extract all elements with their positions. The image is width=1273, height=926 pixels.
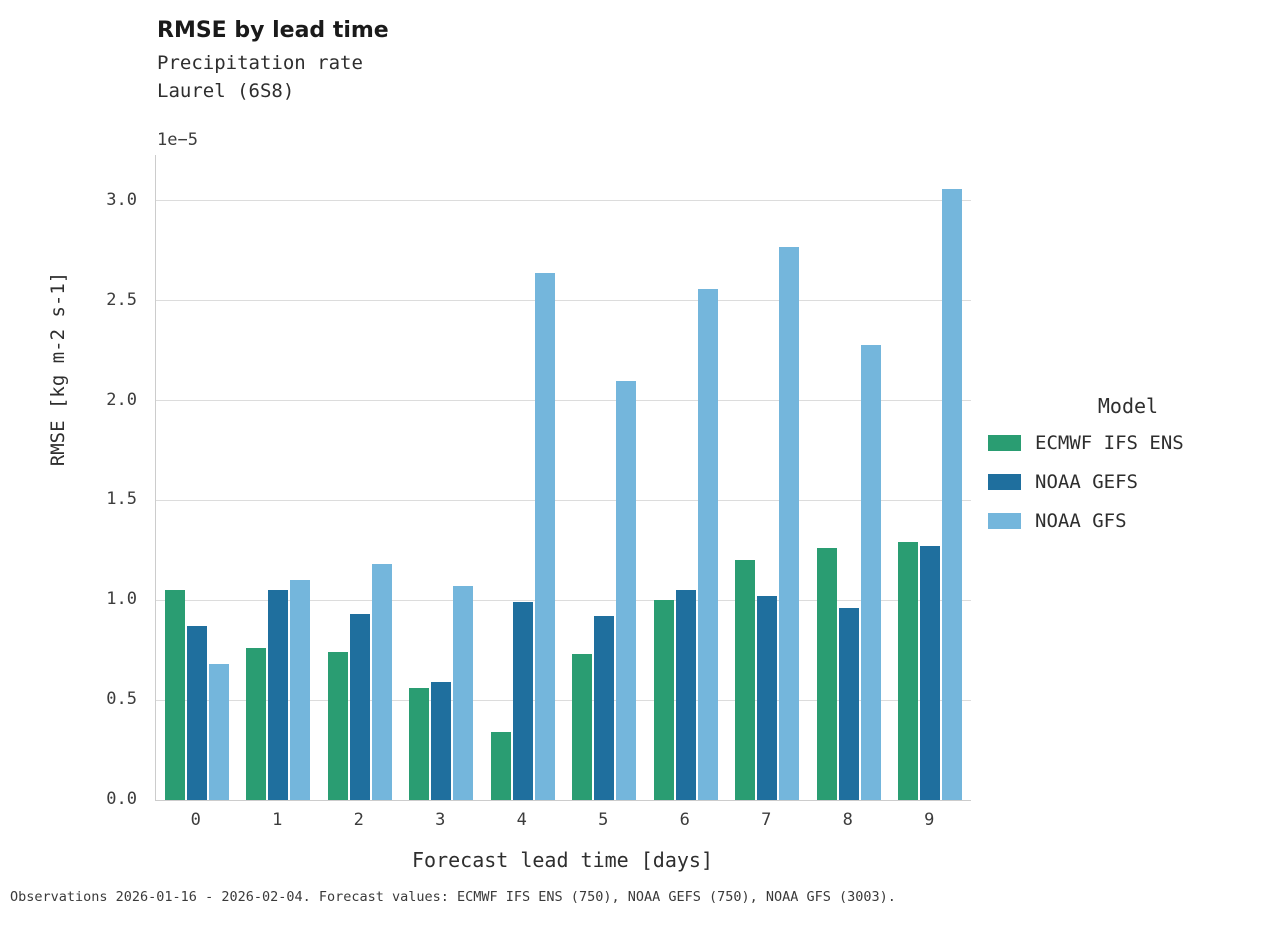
bar-noaa-gfs-day-2: [371, 564, 392, 800]
x-axis-ticks: 0 1 2 3 4 5 6 7 8 9: [155, 810, 970, 836]
bar-noaa-gfs-day-5: [616, 380, 637, 800]
legend-row: NOAA GEFS: [988, 471, 1268, 493]
legend-label: NOAA GEFS: [1035, 471, 1138, 493]
x-tick-label: 7: [761, 810, 772, 830]
bar-ecmwf-ifs-ens-day-8: [816, 548, 837, 800]
bar-noaa-gefs-day-1: [268, 590, 289, 800]
bar-noaa-gefs-day-2: [349, 614, 370, 800]
bar-noaa-gefs-day-9: [920, 546, 941, 800]
bar-ecmwf-ifs-ens-day-7: [735, 560, 756, 800]
y-axis-offset-label: 1e−5: [157, 130, 198, 150]
x-tick-label: 3: [435, 810, 446, 830]
bar-noaa-gefs-day-4: [512, 602, 533, 800]
x-tick-label: 0: [190, 810, 201, 830]
x-tick-label: 4: [516, 810, 527, 830]
legend-row: NOAA GFS: [988, 510, 1268, 532]
bar-ecmwf-ifs-ens-day-2: [327, 652, 348, 800]
bar-ecmwf-ifs-ens-day-3: [409, 688, 430, 800]
bar-noaa-gfs-day-6: [697, 288, 718, 800]
legend-swatch-icon: [988, 513, 1021, 529]
legend-label: NOAA GFS: [1035, 510, 1127, 532]
bar-noaa-gefs-day-8: [838, 608, 859, 800]
y-tick-label: 3.0: [106, 189, 137, 210]
bar-noaa-gefs-day-3: [431, 682, 452, 800]
y-axis-label: RMSE [kg m-2 s-1]: [47, 271, 69, 467]
bar-noaa-gfs-day-7: [779, 246, 800, 800]
x-tick-label: 1: [272, 810, 283, 830]
bar-noaa-gfs-day-0: [208, 664, 229, 800]
bar-noaa-gefs-day-6: [675, 590, 696, 800]
bar-noaa-gfs-day-8: [860, 344, 881, 800]
gridline: [156, 699, 971, 701]
bar-ecmwf-ifs-ens-day-9: [898, 542, 919, 800]
legend: Model ECMWF IFS ENS NOAA GEFS NOAA GFS: [988, 394, 1268, 549]
bar-noaa-gfs-day-3: [453, 586, 474, 800]
bar-noaa-gefs-day-0: [186, 626, 207, 800]
x-tick-label: 9: [924, 810, 935, 830]
bar-noaa-gefs-day-7: [757, 596, 778, 800]
legend-row: ECMWF IFS ENS: [988, 432, 1268, 454]
gridline: [156, 400, 971, 402]
y-tick-label: 2.0: [106, 389, 137, 410]
bar-ecmwf-ifs-ens-day-4: [490, 732, 511, 800]
plot-area: [155, 155, 971, 801]
bar-noaa-gefs-day-5: [594, 616, 615, 800]
legend-entries: ECMWF IFS ENS NOAA GEFS NOAA GFS: [988, 432, 1268, 532]
x-tick-label: 6: [679, 810, 690, 830]
gridline: [156, 300, 971, 302]
y-axis-ticks: 0.0 0.5 1.0 1.5 2.0 2.5 3.0: [90, 155, 145, 809]
x-tick-label: 2: [353, 810, 364, 830]
x-tick-label: 5: [598, 810, 609, 830]
bar-ecmwf-ifs-ens-day-6: [653, 600, 674, 800]
gridline: [156, 599, 971, 601]
bar-ecmwf-ifs-ens-day-5: [572, 654, 593, 800]
footer-caption: Observations 2026-01-16 - 2026-02-04. Fo…: [10, 889, 896, 905]
chart-subtitle-variable: Precipitation rate: [157, 52, 363, 74]
y-tick-label: 2.5: [106, 289, 137, 310]
gridline: [156, 499, 971, 501]
chart-subtitle-station: Laurel (6S8): [157, 80, 295, 102]
y-tick-label: 1.5: [106, 489, 137, 510]
legend-swatch-icon: [988, 474, 1021, 490]
x-axis-label: Forecast lead time [days]: [411, 848, 714, 872]
bar-noaa-gfs-day-1: [290, 580, 311, 800]
legend-label: ECMWF IFS ENS: [1035, 432, 1184, 454]
y-tick-label: 0.0: [106, 789, 137, 809]
bar-ecmwf-ifs-ens-day-0: [164, 590, 185, 800]
gridline: [156, 200, 971, 202]
legend-swatch-icon: [988, 435, 1021, 451]
y-tick-label: 0.5: [106, 689, 137, 710]
bar-noaa-gfs-day-4: [534, 272, 555, 800]
y-tick-label: 1.0: [106, 589, 137, 610]
x-tick-label: 8: [842, 810, 853, 830]
bar-ecmwf-ifs-ens-day-1: [246, 648, 267, 800]
bar-noaa-gfs-day-9: [942, 188, 963, 800]
legend-title: Model: [1097, 394, 1159, 418]
chart-title: RMSE by lead time: [157, 18, 389, 43]
